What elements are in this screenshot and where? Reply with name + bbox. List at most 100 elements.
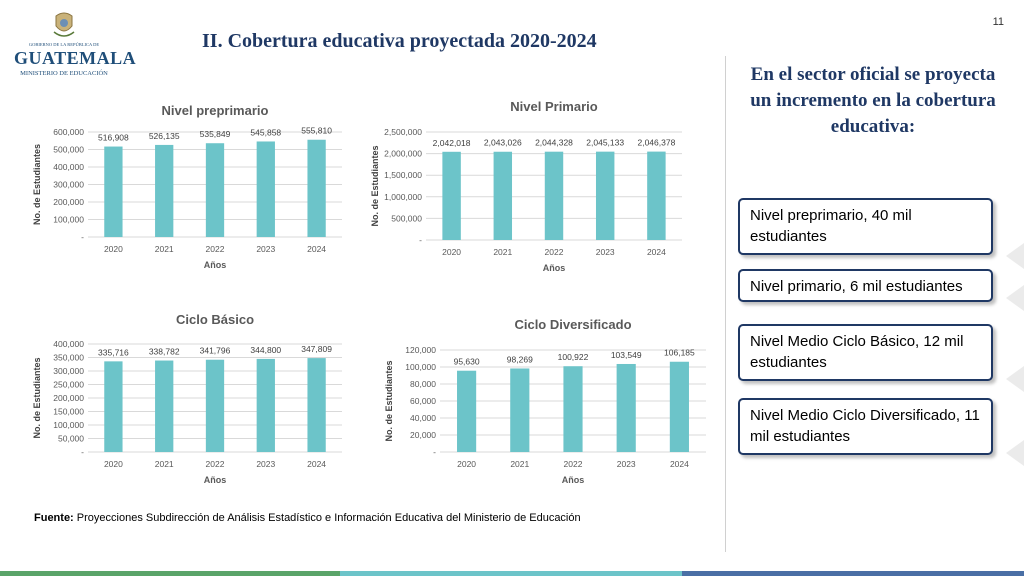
- chart-ciclo-diversificado: Ciclo Diversificado - 20,000 40,000 60,000 80…: [380, 317, 720, 490]
- source-note: Fuente: Proyecciones Subdirección de Aná…: [34, 512, 581, 524]
- page-number: 11: [992, 16, 1004, 28]
- summary-box-ciclo-diversificado: Nivel Medio Ciclo Diversificado, 11 mil …: [738, 398, 993, 455]
- x-tick-label: 2020: [442, 247, 461, 257]
- y-tick-label: 300,000: [53, 180, 84, 190]
- y-axis-label: No. de Estudiantes: [32, 144, 42, 225]
- x-axis-label: Años: [204, 260, 227, 270]
- bar: [493, 151, 513, 240]
- y-tick-label: 400,000: [53, 162, 84, 172]
- data-label: 2,043,026: [484, 138, 522, 148]
- y-tick-label: 20,000: [410, 430, 436, 440]
- data-label: 335,716: [98, 347, 129, 357]
- x-tick-label: 2020: [104, 459, 123, 469]
- chart-nivel-preprimario: Nivel preprimario - 100,000 200,000 300,000 4…: [32, 100, 356, 275]
- x-tick-label: 2024: [647, 247, 666, 257]
- x-axis-label: Años: [562, 475, 585, 485]
- data-label: 2,045,133: [586, 138, 624, 148]
- coat-of-arms-icon: [53, 12, 75, 37]
- x-tick-label: 2021: [493, 247, 512, 257]
- data-label: 100,922: [558, 352, 589, 362]
- x-tick-label: 2024: [670, 459, 689, 469]
- y-axis-label: No. de Estudiantes: [370, 145, 380, 226]
- bar: [647, 151, 666, 240]
- logo-government-text: GOBIERNO DE LA REPÚBLICA DE: [28, 42, 100, 47]
- data-label: 95,630: [454, 357, 480, 367]
- bar: [442, 151, 461, 240]
- bar: [155, 360, 174, 452]
- data-label: 555,810: [301, 126, 332, 136]
- headline-text: En el sector oficial se proyecta un incr…: [750, 64, 996, 137]
- y-tick-label: 250,000: [53, 380, 84, 390]
- bar: [595, 151, 615, 240]
- y-tick-label: 120,000: [405, 345, 436, 355]
- x-tick-label: 2020: [457, 459, 476, 469]
- summary-box-primario: Nivel primario, 6 mil estudiantes: [738, 269, 993, 302]
- y-tick-label: 150,000: [53, 407, 84, 417]
- x-tick-label: 2022: [564, 459, 583, 469]
- source-text: Proyecciones Subdirección de Análisis Es…: [73, 512, 581, 524]
- y-tick-label: -: [81, 447, 84, 457]
- data-label: 545,858: [250, 127, 281, 137]
- x-tick-label: 2024: [307, 244, 326, 254]
- y-tick-label: 350,000: [53, 353, 84, 363]
- y-tick-label: -: [419, 235, 422, 245]
- y-tick-label: 100,000: [405, 362, 436, 372]
- summary-box-ciclo-basico: Nivel Medio Ciclo Básico, 12 mil estudia…: [738, 324, 993, 381]
- bottom-bar-segment-teal: [340, 571, 682, 576]
- vertical-divider: [725, 56, 726, 552]
- y-tick-label: 60,000: [410, 396, 436, 406]
- y-tick-label: 40,000: [410, 413, 436, 423]
- bar: [205, 359, 225, 452]
- y-tick-label: 100,000: [53, 420, 84, 430]
- x-tick-label: 2022: [545, 247, 564, 257]
- y-tick-label: 400,000: [53, 339, 84, 349]
- decorative-arrow-icon: [1006, 440, 1024, 466]
- x-tick-label: 2020: [104, 244, 123, 254]
- y-tick-label: 500,000: [53, 145, 84, 155]
- bar: [104, 146, 123, 237]
- y-tick-label: 1,000,000: [384, 192, 422, 202]
- data-label: 341,796: [200, 346, 231, 356]
- y-axis-label: No. de Estudiantes: [384, 360, 394, 441]
- bar: [205, 143, 225, 237]
- x-tick-label: 2023: [256, 459, 275, 469]
- data-label: 2,044,328: [535, 138, 573, 148]
- y-tick-label: -: [81, 232, 84, 242]
- y-tick-label: 200,000: [53, 197, 84, 207]
- bar: [256, 358, 275, 452]
- x-axis-label: Años: [543, 263, 566, 273]
- bar: [616, 363, 636, 452]
- y-tick-label: 80,000: [410, 379, 436, 389]
- data-label: 106,185: [664, 348, 695, 358]
- chart-ciclo-basico: Ciclo Básico - 50,000 100,000 150,000 200,000…: [32, 312, 356, 490]
- y-tick-label: 100,000: [53, 215, 84, 225]
- x-axis-label: Años: [204, 475, 227, 485]
- y-tick-label: 500,000: [391, 213, 422, 223]
- summary-box-preprimario: Nivel preprimario, 40 mil estudiantes: [738, 198, 993, 255]
- guatemala-mineduc-logo: GOBIERNO DE LA REPÚBLICA DE GUATEMALA MI…: [14, 12, 136, 86]
- bar: [457, 370, 477, 452]
- y-axis-label: No. de Estudiantes: [32, 357, 42, 438]
- decorative-arrow-icon: [1006, 285, 1024, 311]
- bar: [307, 358, 326, 452]
- y-tick-label: -: [433, 447, 436, 457]
- data-label: 535,849: [200, 129, 231, 139]
- decorative-arrow-icon: [1006, 366, 1024, 392]
- data-label: 98,269: [507, 354, 533, 364]
- y-tick-label: 300,000: [53, 366, 84, 376]
- chart-nivel-primario: Nivel Primario - 500,000 1,000,000 1,500,000…: [366, 96, 696, 276]
- y-tick-label: 600,000: [53, 127, 84, 137]
- x-tick-label: 2021: [510, 459, 529, 469]
- bar: [544, 151, 564, 240]
- y-tick-label: 2,500,000: [384, 127, 422, 137]
- data-label: 344,800: [250, 345, 281, 355]
- x-tick-label: 2021: [155, 459, 174, 469]
- y-tick-label: 50,000: [58, 434, 84, 444]
- bar: [510, 368, 530, 452]
- y-tick-label: 200,000: [53, 393, 84, 403]
- bottom-color-bar: [0, 571, 1024, 576]
- source-label: Fuente:: [34, 512, 74, 524]
- x-tick-label: 2024: [307, 459, 326, 469]
- bar: [563, 366, 583, 452]
- data-label: 338,782: [149, 347, 180, 357]
